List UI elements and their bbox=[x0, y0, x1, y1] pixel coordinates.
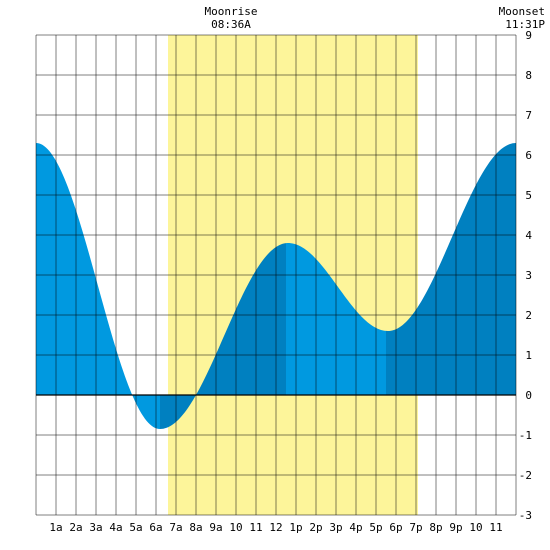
y-tick-label: 5 bbox=[525, 189, 532, 202]
x-tick-label: 6p bbox=[389, 521, 402, 534]
tide-area-segment-2 bbox=[160, 243, 286, 429]
x-tick-label: 1p bbox=[289, 521, 302, 534]
x-tick-label: 6a bbox=[149, 521, 162, 534]
moonrise-label: Moonrise bbox=[205, 5, 258, 18]
tide-area-segment-4 bbox=[386, 143, 516, 395]
y-tick-label: -1 bbox=[519, 429, 532, 442]
x-tick-label: 5a bbox=[129, 521, 142, 534]
y-tick-label: 7 bbox=[525, 109, 532, 122]
tide-area-segment-1 bbox=[36, 143, 160, 429]
y-tick-label: 4 bbox=[525, 229, 532, 242]
x-tick-label: 3p bbox=[329, 521, 342, 534]
x-tick-label: 2a bbox=[69, 521, 82, 534]
y-tick-label: 9 bbox=[525, 29, 532, 42]
x-tick-label: 9p bbox=[449, 521, 462, 534]
x-tick-label: 11 bbox=[489, 521, 502, 534]
x-tick-label: 2p bbox=[309, 521, 322, 534]
y-tick-label: 1 bbox=[525, 349, 532, 362]
y-tick-label: 2 bbox=[525, 309, 532, 322]
y-tick-label: -3 bbox=[519, 509, 532, 522]
x-tick-label: 3a bbox=[89, 521, 102, 534]
x-tick-label: 12 bbox=[269, 521, 282, 534]
x-tick-label: 4p bbox=[349, 521, 362, 534]
y-tick-label: -2 bbox=[519, 469, 532, 482]
y-tick-label: 8 bbox=[525, 69, 532, 82]
moonset-label: Moonset bbox=[499, 5, 545, 18]
y-tick-label: 3 bbox=[525, 269, 532, 282]
moonrise-time: 08:36A bbox=[211, 18, 251, 31]
x-tick-label: 7a bbox=[169, 521, 182, 534]
moonset-time: 11:31P bbox=[505, 18, 545, 31]
x-tick-label: 4a bbox=[109, 521, 122, 534]
y-tick-label: 6 bbox=[525, 149, 532, 162]
x-tick-label: 8p bbox=[429, 521, 442, 534]
x-tick-label: 9a bbox=[209, 521, 222, 534]
x-tick-label: 1a bbox=[49, 521, 62, 534]
y-tick-label: 0 bbox=[525, 389, 532, 402]
x-tick-label: 10 bbox=[469, 521, 482, 534]
x-tick-label: 10 bbox=[229, 521, 242, 534]
x-tick-label: 11 bbox=[249, 521, 262, 534]
x-tick-label: 5p bbox=[369, 521, 382, 534]
x-tick-label: 7p bbox=[409, 521, 422, 534]
x-tick-label: 8a bbox=[189, 521, 202, 534]
